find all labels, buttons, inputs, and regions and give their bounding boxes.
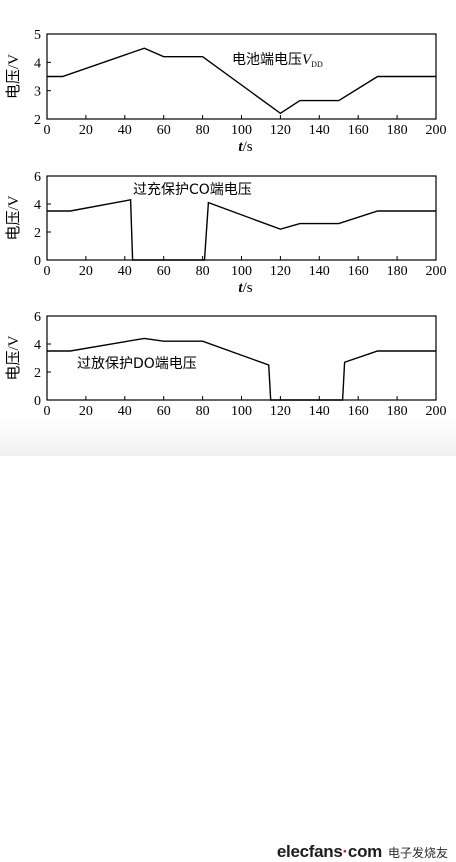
x-tick-label: 100 — [231, 264, 252, 279]
x-tick-label: 160 — [348, 404, 369, 419]
y-tick-label: 4 — [34, 198, 41, 213]
y-tick-label: 2 — [34, 226, 41, 241]
x-tick-label: 200 — [426, 404, 447, 419]
x-tick-label: 200 — [426, 123, 447, 138]
x-tick-label: 120 — [270, 264, 291, 279]
x-tick-label: 160 — [348, 264, 369, 279]
series-line-1 — [47, 198, 436, 261]
x-tick-label: 40 — [118, 123, 132, 138]
x-tick-label: 20 — [79, 123, 93, 138]
y-tick-label: 0 — [34, 394, 41, 409]
x-tick-label: 100 — [231, 404, 252, 419]
y-tick-label: 4 — [34, 338, 41, 353]
x-tick-label: 60 — [157, 264, 171, 279]
x-tick-label: 0 — [44, 264, 51, 279]
x-tick-label: 60 — [157, 123, 171, 138]
elecfans-logo: elecfans·com — [276, 842, 382, 861]
y-tick-label: 2 — [34, 113, 41, 128]
y-tick-label: 3 — [34, 85, 41, 100]
y-tick-label: 4 — [34, 56, 41, 71]
annotation-variable: V — [302, 52, 313, 68]
x-tick-label: 80 — [196, 264, 210, 279]
x-axis-label: t/s — [238, 280, 252, 296]
watermark-subtitle: 电子发烧友 — [387, 845, 448, 860]
series-annotation: 过充保护CO端电压 — [133, 182, 252, 198]
y-tick-label: 6 — [34, 170, 41, 185]
x-tick-label: 100 — [231, 123, 252, 138]
y-tick-label: 6 — [34, 310, 41, 325]
x-axis-label: t/s — [238, 139, 252, 155]
series-line-1 — [47, 47, 436, 115]
watermark-bar: elecfans·com 电子发烧友 — [0, 416, 456, 861]
x-axis-unit: /s — [243, 139, 253, 155]
watermark: elecfans·com 电子发烧友 — [277, 842, 448, 862]
x-tick-label: 40 — [118, 264, 132, 279]
x-tick-label: 200 — [426, 264, 447, 279]
series-annotation: 过放保护DO端电压 — [77, 356, 197, 372]
x-tick-label: 0 — [44, 404, 51, 419]
figure: 0 20 40 60 80 100 120 140 160 180 2002345电压/Vt/s电池… — [5, 28, 447, 436]
x-tick-label: 160 — [348, 123, 369, 138]
x-axis-variable: t — [238, 280, 243, 296]
x-tick-label: 0 — [44, 123, 51, 138]
x-tick-label: 80 — [196, 404, 210, 419]
x-tick-label: 80 — [196, 123, 210, 138]
annotation-text: 过充保护CO端电压 — [133, 182, 252, 198]
x-tick-label: 180 — [387, 264, 408, 279]
annotation-text: 电池端电压 — [232, 52, 302, 68]
annotation-text: 过放保护DO端电压 — [77, 356, 197, 372]
x-tick-label: 140 — [309, 404, 330, 419]
y-axis-label: 电压/V — [5, 335, 22, 380]
x-tick-label: 140 — [309, 123, 330, 138]
y-axis-label: 电压/V — [5, 195, 22, 240]
x-tick-label: 140 — [309, 264, 330, 279]
y-tick-label: 5 — [34, 28, 41, 43]
chart-panel-2: 0 20 40 60 80 100 120 140 160 180 200 0 2 4 6 电压/V t/s 过充… — [5, 170, 447, 296]
x-tick-label: 40 — [118, 404, 132, 419]
x-tick-label: 180 — [387, 123, 408, 138]
annotation-subscript: DD — [311, 60, 323, 69]
x-tick-label: 180 — [387, 404, 408, 419]
x-tick-label: 120 — [270, 404, 291, 419]
y-tick-label: 0 — [34, 254, 41, 269]
x-tick-label: 120 — [270, 123, 291, 138]
x-tick-label: 60 — [157, 404, 171, 419]
series-line-1 — [47, 337, 436, 401]
x-tick-label: 20 — [79, 264, 93, 279]
x-axis-unit: /s — [243, 280, 253, 296]
y-tick-label: 2 — [34, 366, 41, 381]
x-axis-variable: t — [238, 139, 243, 155]
y-axis-label: 电压/V — [5, 54, 22, 99]
chart-panel-1: 0 20 40 60 80 100 120 140 160 180 200 2 3 4 5 电压/V t/s 电池… — [5, 28, 447, 155]
x-tick-label: 20 — [79, 404, 93, 419]
chart-panel-3: 0204060801001201401601802000246电压/Vt/s过放… — [5, 310, 447, 436]
series-annotation: 电池端电压VDD — [232, 52, 323, 69]
